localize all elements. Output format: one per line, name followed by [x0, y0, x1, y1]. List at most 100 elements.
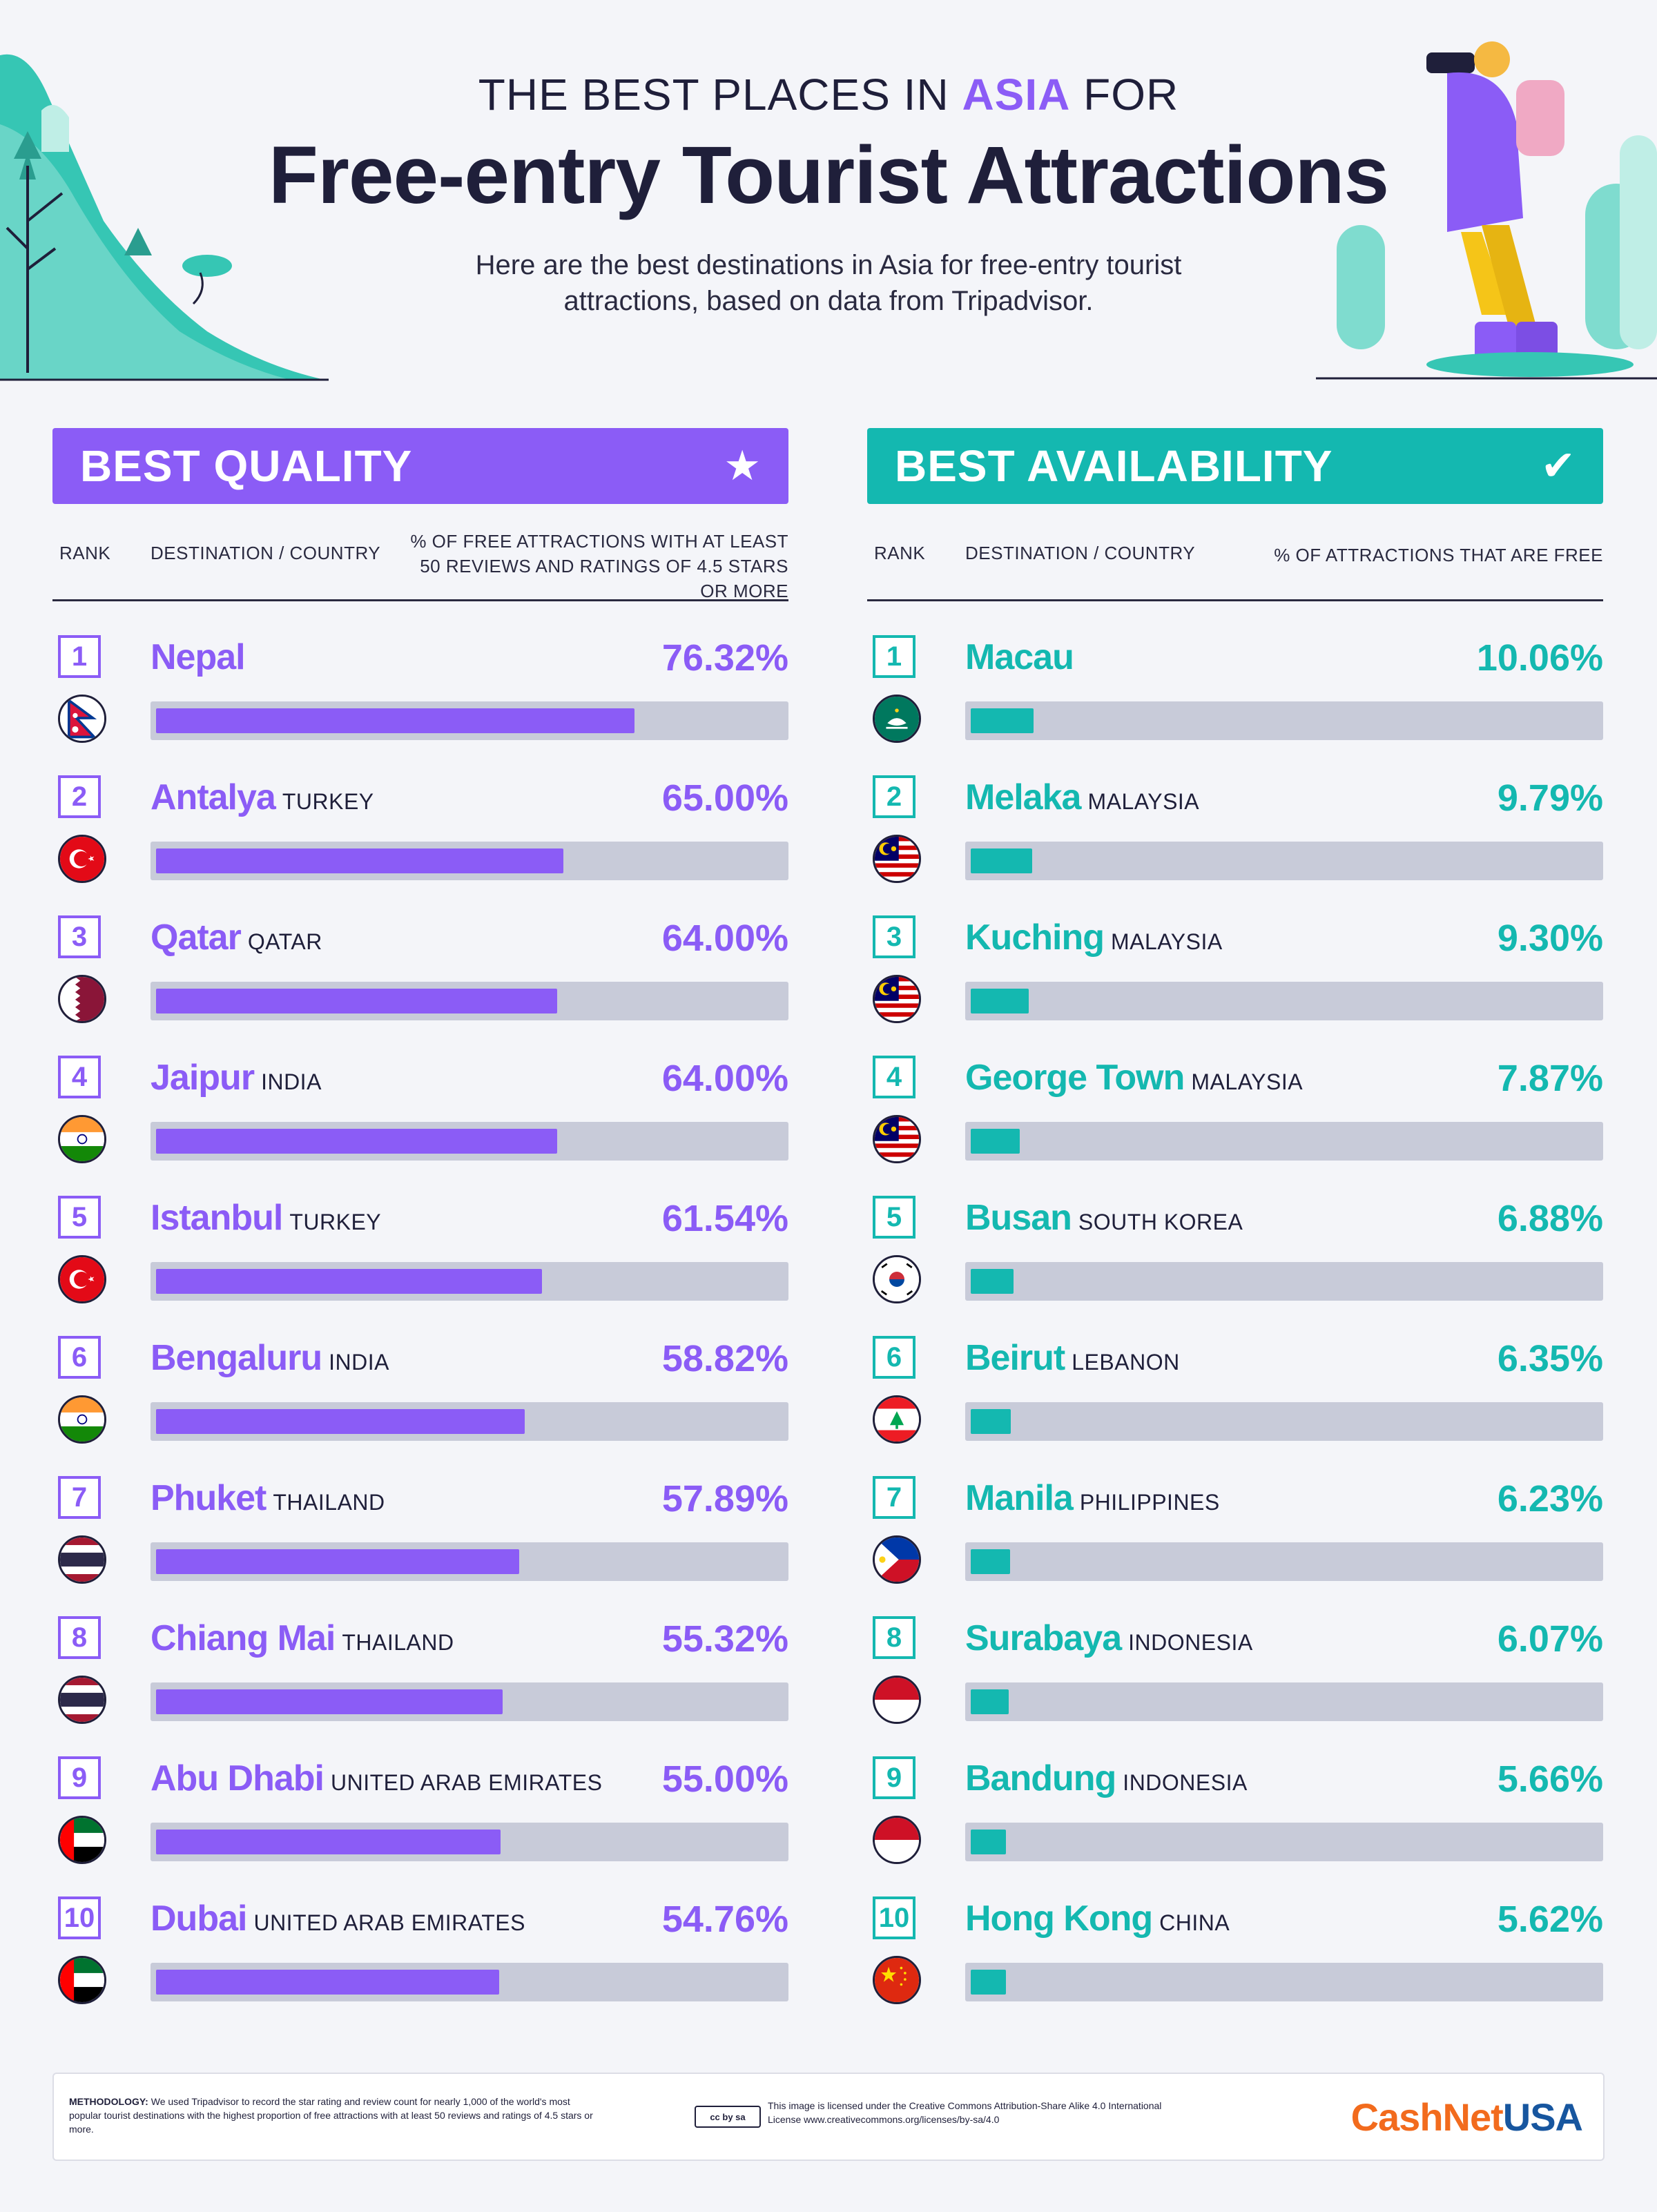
category-label: Istanbul: [151, 1198, 283, 1238]
data-label: 9.79%: [1497, 777, 1603, 819]
quality-rows: 1 Nepal 76.32% 2 Antalya TURKEY 65.00% 3 Qatar QA…: [52, 635, 788, 2037]
bar-track: [965, 1262, 1603, 1301]
header-divider: [52, 599, 788, 601]
category-label: Qatar: [151, 918, 242, 958]
bar-row: 10 Dubai UNITED ARAB EMIRATES 54.76%: [52, 1896, 788, 2037]
country-label: QATAR: [247, 929, 322, 954]
destination-label: Manila PHILIPPINES: [965, 1477, 1220, 1519]
header: THE BEST PLACES IN ASIA FOR Free-entry T…: [0, 0, 1657, 387]
bar-track: [965, 842, 1603, 880]
country-label: UNITED ARAB EMIRATES: [253, 1910, 525, 1935]
bar-row: 4 Jaipur INDIA 64.00%: [52, 1056, 788, 1196]
data-label: 9.30%: [1497, 918, 1603, 959]
destination-label: Bengaluru INDIA: [151, 1337, 389, 1379]
rank-badge: 6: [58, 1336, 101, 1379]
bar-row: 7 Manila PHILIPPINES 6.23%: [867, 1476, 1603, 1616]
turkey-flag-icon: [58, 835, 106, 883]
bar-row: 9 Abu Dhabi UNITED ARAB EMIRATES 55.00%: [52, 1756, 788, 1896]
china-flag-icon: [873, 1956, 921, 2004]
bar: [971, 1129, 1020, 1154]
data-label: 10.06%: [1476, 637, 1603, 679]
turkey-flag-icon: [58, 1255, 106, 1303]
rank-badge: 1: [58, 635, 101, 678]
bar: [971, 1970, 1007, 1995]
bar-row: 3 Kuching MALAYSIA 9.30%: [867, 915, 1603, 1056]
data-label: 55.00%: [661, 1758, 788, 1800]
destination-label: Chiang Mai THAILAND: [151, 1618, 454, 1659]
country-label: TURKEY: [282, 789, 374, 814]
data-label: 65.00%: [661, 777, 788, 819]
country-label: THAILAND: [273, 1490, 385, 1515]
bar-row: 6 Bengaluru INDIA 58.82%: [52, 1336, 788, 1476]
bar: [156, 848, 564, 873]
bar: [971, 708, 1034, 733]
malaysia-flag-icon: [873, 975, 921, 1023]
metric-column-header: % OF ATTRACTIONS THAT ARE FREE: [1274, 545, 1603, 565]
best-availability-panel: BEST AVAILABILITY ✔ RANK DESTINATION / C…: [867, 428, 1603, 2030]
rank-badge: 8: [58, 1616, 101, 1659]
rank-badge: 2: [873, 775, 915, 818]
bar-row: 2 Antalya TURKEY 65.00%: [52, 775, 788, 915]
data-label: 6.88%: [1497, 1198, 1603, 1239]
indonesia-flag-icon: [873, 1676, 921, 1724]
category-label: Phuket: [151, 1478, 267, 1518]
data-label: 5.62%: [1497, 1899, 1603, 1940]
header-kicker: THE BEST PLACES IN ASIA FOR: [0, 69, 1657, 120]
rank-badge: 5: [873, 1196, 915, 1239]
brand-part-b: USA: [1502, 2095, 1583, 2139]
category-label: Dubai: [151, 1899, 247, 1939]
philippines-flag-icon: [873, 1535, 921, 1584]
bar-track: [151, 842, 788, 880]
southkorea-flag-icon: [873, 1255, 921, 1303]
intro-text: Here are the best destinations in Asia f…: [475, 250, 1182, 316]
bar-track: [151, 701, 788, 740]
data-label: 54.76%: [661, 1899, 788, 1940]
bar-track: [965, 1963, 1603, 2001]
data-label: 58.82%: [661, 1338, 788, 1379]
india-flag-icon: [58, 1115, 106, 1163]
rank-badge: 5: [58, 1196, 101, 1239]
bar: [971, 1549, 1010, 1574]
data-label: 6.07%: [1497, 1618, 1603, 1660]
bar: [971, 1830, 1007, 1854]
country-label: MALAYSIA: [1087, 789, 1200, 814]
destination-label: Beirut LEBANON: [965, 1337, 1180, 1379]
mountain-illustration: [0, 54, 329, 381]
bar-row: 1 Macau 10.06%: [867, 635, 1603, 775]
bar-row: 1 Nepal 76.32%: [52, 635, 788, 775]
country-label: MALAYSIA: [1191, 1069, 1304, 1094]
methodology-text: We used Tripadvisor to record the star r…: [69, 2096, 593, 2135]
lebanon-flag-icon: [873, 1395, 921, 1444]
malaysia-flag-icon: [873, 835, 921, 883]
uae-flag-icon: [58, 1816, 106, 1864]
category-label: Hong Kong: [965, 1899, 1153, 1939]
category-label: Busan: [965, 1198, 1072, 1238]
bar: [156, 1269, 542, 1294]
rank-badge: 3: [873, 915, 915, 958]
category-label: Antalya: [151, 777, 276, 817]
bar-row: 5 Busan SOUTH KOREA 6.88%: [867, 1196, 1603, 1336]
category-label: Jaipur: [151, 1058, 255, 1098]
rank-badge: 2: [58, 775, 101, 818]
macau-flag-icon: [873, 695, 921, 743]
best-availability-banner: BEST AVAILABILITY ✔: [867, 428, 1603, 504]
destination-label: Jaipur INDIA: [151, 1057, 322, 1098]
destination-label: Macau: [965, 637, 1074, 678]
bar: [971, 848, 1032, 873]
rank-badge: 6: [873, 1336, 915, 1379]
kicker-accent: ASIA: [962, 70, 1071, 119]
country-label: TURKEY: [289, 1210, 382, 1234]
rank-badge: 4: [58, 1056, 101, 1098]
rank-badge: 8: [873, 1616, 915, 1659]
country-label: LEBANON: [1072, 1350, 1180, 1375]
country-label: PHILIPPINES: [1079, 1490, 1220, 1515]
india-flag-icon: [58, 1395, 106, 1444]
data-label: 6.35%: [1497, 1338, 1603, 1379]
best-quality-title: BEST QUALITY: [80, 441, 413, 491]
bar-track: [151, 1963, 788, 2001]
rank-badge: 7: [873, 1476, 915, 1519]
page-title: Free-entry Tourist Attractions: [268, 130, 1389, 221]
bar-row: 8 Chiang Mai THAILAND 55.32%: [52, 1616, 788, 1756]
nepal-flag-icon: [58, 695, 106, 743]
bar-track: [965, 701, 1603, 740]
